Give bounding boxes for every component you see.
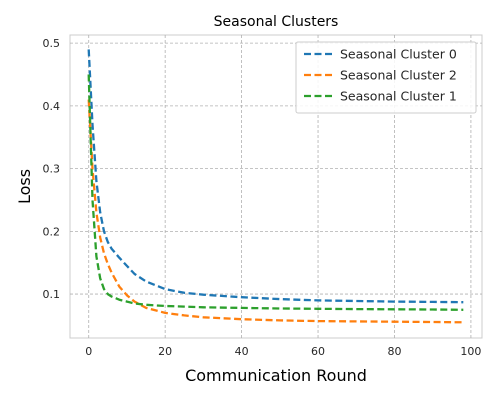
legend-label-2: Seasonal Cluster 1 <box>340 89 457 104</box>
series-line-1 <box>87 99 464 324</box>
tick-labels: 0 20 40 60 80 100 0.1 0.2 0.3 0.4 0.5 <box>43 37 482 358</box>
x-tick-label: 40 <box>235 345 249 358</box>
x-tick-label: 0 <box>85 345 92 358</box>
chart-title: Seasonal Clusters <box>214 14 339 30</box>
series-lines <box>87 49 464 324</box>
y-tick-label: 0.3 <box>43 163 61 176</box>
legend-label-1: Seasonal Cluster 2 <box>340 68 457 83</box>
legend: Seasonal Cluster 0 Seasonal Cluster 2 Seas… <box>295 41 477 114</box>
x-axis-label: Communication Round <box>185 366 367 385</box>
x-tick-label: 80 <box>387 345 401 358</box>
x-tick-label: 100 <box>460 345 481 358</box>
legend-label-0: Seasonal Cluster 0 <box>340 47 457 62</box>
series-line-0 <box>87 49 464 304</box>
legend-box <box>295 41 477 114</box>
y-tick-label: 0.4 <box>43 100 61 113</box>
y-tick-label: 0.2 <box>43 225 61 238</box>
y-axis-label: Loss <box>15 169 34 204</box>
x-tick-label: 20 <box>158 345 172 358</box>
y-tick-label: 0.1 <box>43 288 61 301</box>
x-tick-label: 60 <box>311 345 325 358</box>
y-tick-label: 0.5 <box>43 37 61 50</box>
